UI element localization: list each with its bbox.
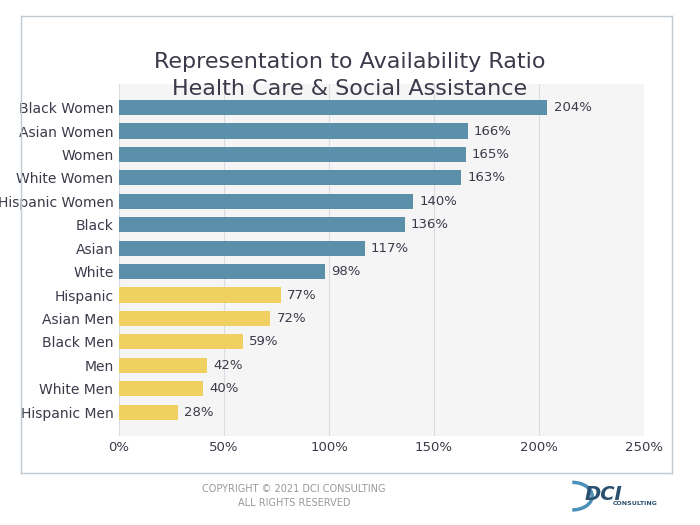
Text: 163%: 163% bbox=[468, 171, 505, 184]
Text: 166%: 166% bbox=[474, 124, 512, 138]
Text: CONSULTING: CONSULTING bbox=[612, 501, 658, 506]
Text: 72%: 72% bbox=[276, 312, 306, 325]
Text: 42%: 42% bbox=[214, 359, 243, 372]
Text: 117%: 117% bbox=[371, 242, 409, 255]
Bar bbox=[119, 334, 243, 350]
Text: DCI: DCI bbox=[585, 485, 622, 504]
Bar bbox=[119, 194, 413, 209]
Bar bbox=[119, 264, 325, 279]
Bar bbox=[119, 405, 178, 420]
Text: 98%: 98% bbox=[331, 265, 360, 278]
Bar bbox=[119, 100, 547, 115]
Bar bbox=[119, 287, 281, 302]
Text: Representation to Availability Ratio
Health Care & Social Assistance: Representation to Availability Ratio Hea… bbox=[154, 52, 546, 99]
Text: COPYRIGHT © 2021 DCI CONSULTING
ALL RIGHTS RESERVED: COPYRIGHT © 2021 DCI CONSULTING ALL RIGH… bbox=[202, 484, 386, 508]
Text: 40%: 40% bbox=[209, 382, 239, 395]
Text: 140%: 140% bbox=[419, 195, 457, 208]
Bar bbox=[119, 240, 365, 256]
Bar bbox=[119, 381, 203, 396]
Bar bbox=[119, 358, 207, 373]
Bar bbox=[119, 217, 405, 233]
Text: 28%: 28% bbox=[184, 406, 213, 418]
Text: 136%: 136% bbox=[411, 218, 449, 231]
Bar bbox=[119, 311, 270, 326]
Text: 204%: 204% bbox=[554, 101, 592, 114]
Bar bbox=[119, 147, 466, 162]
Bar bbox=[119, 170, 461, 185]
Text: 59%: 59% bbox=[249, 335, 279, 349]
Text: 165%: 165% bbox=[472, 148, 510, 161]
Bar bbox=[119, 123, 468, 139]
Text: 77%: 77% bbox=[287, 289, 316, 301]
